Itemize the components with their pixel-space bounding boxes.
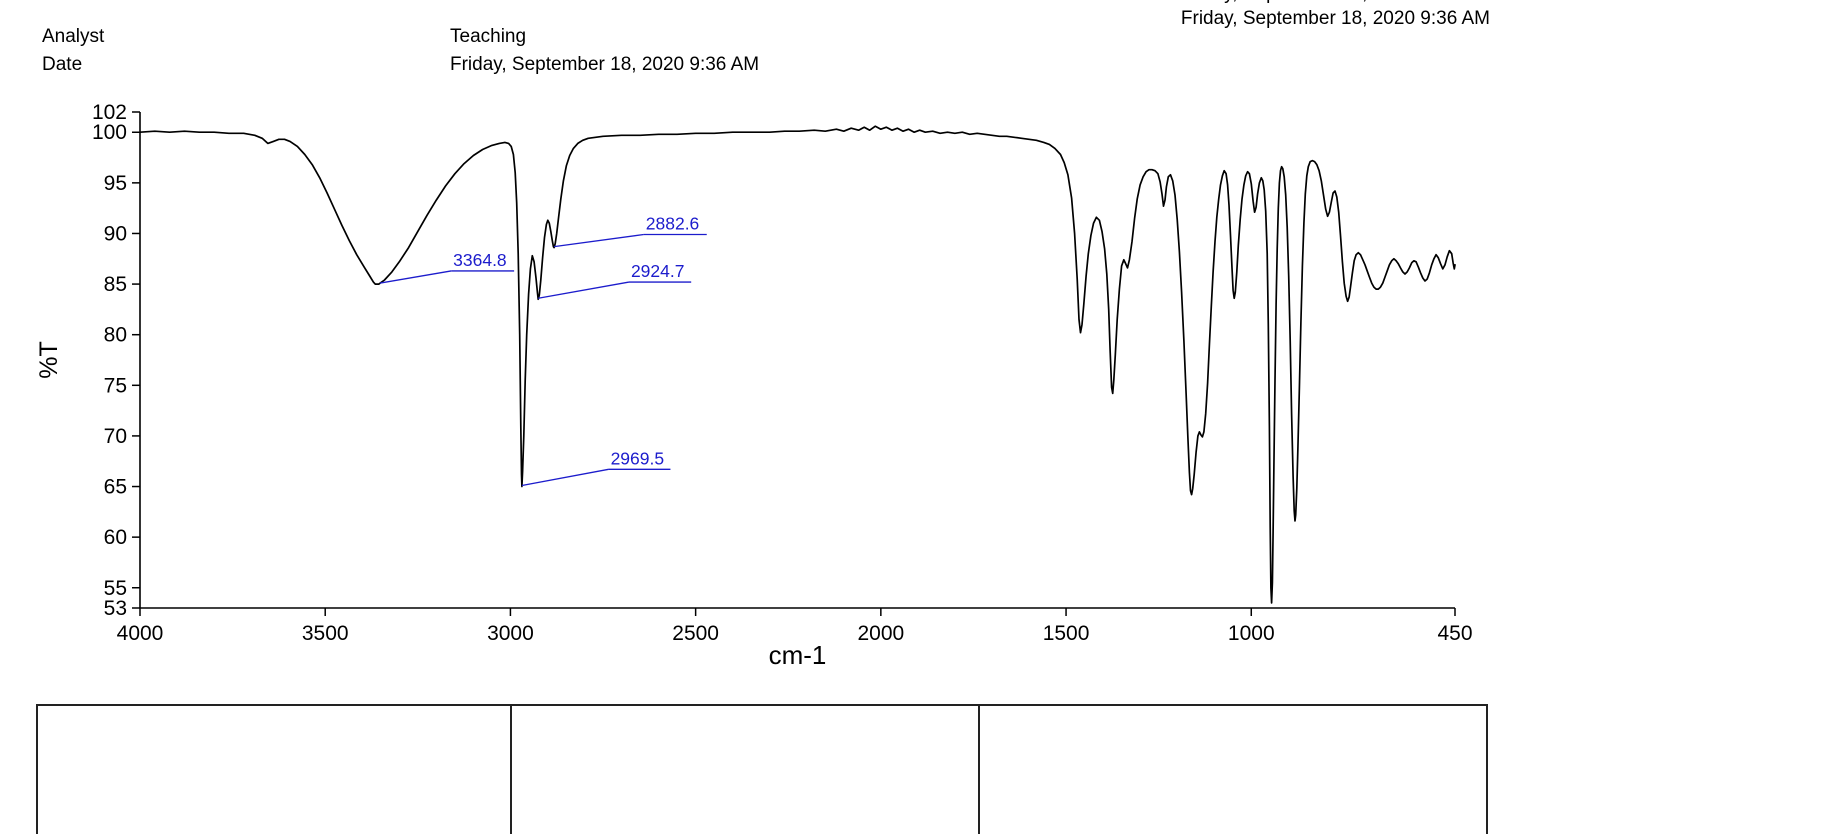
results-table — [36, 704, 1488, 834]
y-tick-label: 90 — [104, 222, 127, 245]
date-value: Friday, September 18, 2020 9:36 AM — [450, 54, 760, 75]
x-tick-label: 1500 — [1043, 622, 1090, 645]
peak-leader-line — [554, 233, 644, 248]
peak-label: 2969.5 — [611, 448, 665, 468]
x-tick-label: 3500 — [302, 622, 349, 645]
results-table-column-1 — [38, 706, 512, 834]
results-table-column-3 — [980, 706, 1486, 834]
y-tick-label: 85 — [104, 273, 127, 296]
x-axis-title: cm-1 — [769, 640, 827, 665]
y-tick-label: 60 — [104, 526, 127, 549]
y-tick-label: 95 — [104, 172, 127, 195]
y-tick-label: 65 — [104, 476, 127, 499]
x-tick-label: 1000 — [1228, 622, 1275, 645]
x-tick-label: 2500 — [672, 622, 719, 645]
peak-label: 2882.6 — [646, 213, 700, 233]
results-table-column-2 — [512, 706, 980, 834]
y-tick-label: 55 — [104, 577, 127, 600]
x-tick-label: 450 — [1437, 622, 1472, 645]
peak-label: 2924.7 — [631, 261, 685, 281]
y-tick-label: 102 — [92, 101, 127, 124]
date-label: Date — [42, 54, 83, 75]
x-tick-label: 2000 — [857, 622, 904, 645]
y-tick-label: 75 — [104, 374, 127, 397]
y-tick-label: 70 — [104, 425, 127, 448]
y-tick-label: 53 — [104, 597, 127, 620]
peak-leader-line — [538, 281, 630, 299]
peak-label: 3364.8 — [453, 250, 507, 270]
spectrum-curve — [139, 125, 1456, 604]
peak-leader-line — [379, 270, 452, 284]
page-header-date: Friday, September 18, 2020 9:36 AM — [1180, 8, 1490, 29]
analyst-value: Teaching — [450, 26, 527, 47]
x-tick-label: 3000 — [487, 622, 534, 645]
page-header-date-clipped: Friday, September 18, 2020 9:36 AM — [1181, 0, 1490, 5]
analyst-label: Analyst — [42, 26, 105, 47]
peak-leader-line — [521, 468, 609, 487]
y-tick-label: 100 — [92, 121, 127, 144]
y-axis-title: %T — [35, 341, 63, 379]
x-tick-label: 4000 — [117, 622, 164, 645]
y-tick-label: 80 — [104, 324, 127, 347]
